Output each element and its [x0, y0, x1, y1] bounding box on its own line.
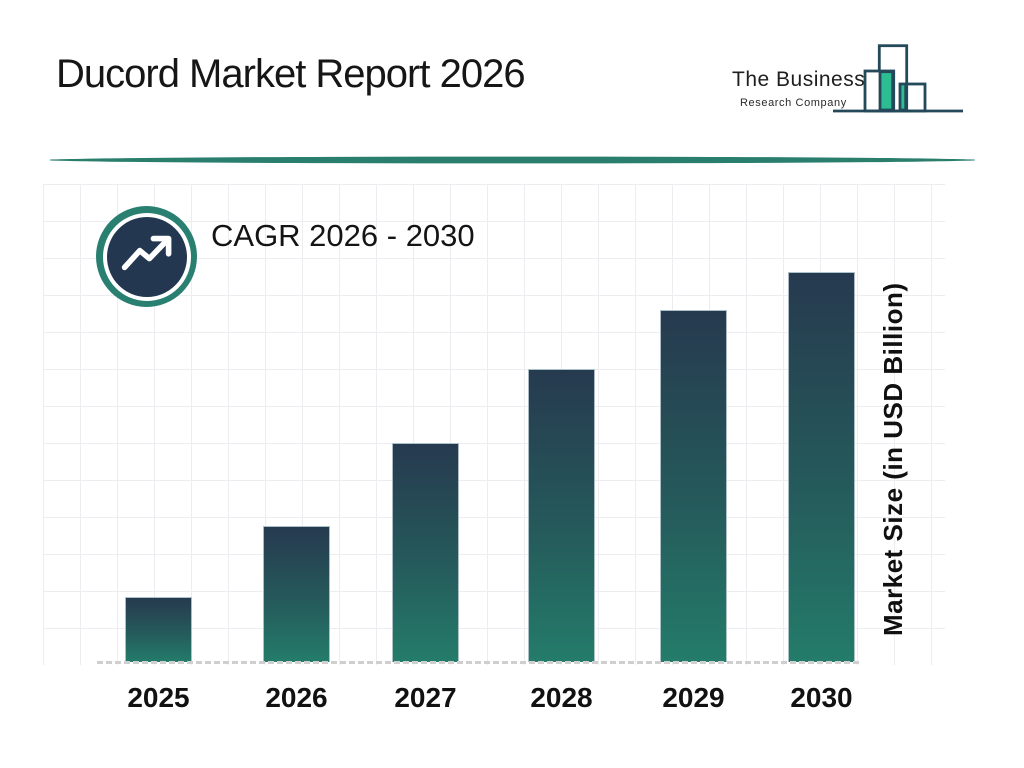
skyline-bars-icon: [833, 44, 963, 113]
x-axis-label-2029: 2029: [662, 682, 725, 713]
bar-2029: [660, 310, 727, 662]
bar-2025: [125, 597, 192, 662]
cagr-label: CAGR 2026 - 2030: [211, 218, 475, 253]
x-axis-label-2027: 2027: [394, 682, 457, 713]
company-logo: The Business Research Company: [718, 38, 978, 122]
y-axis-title: Market Size (in USD Billion): [878, 282, 908, 637]
logo-text-line2: Research Company: [740, 97, 847, 109]
logo-text-line1: The Business: [732, 68, 866, 91]
x-axis-label-2026: 2026: [265, 682, 328, 713]
section-divider: [50, 156, 975, 164]
x-axis-label-2030: 2030: [790, 682, 853, 713]
bar-2028: [528, 369, 595, 662]
bar-2026: [263, 526, 330, 662]
bar-2030: [788, 272, 855, 662]
cagr-badge-white-ring: [102, 212, 191, 301]
bar-2027: [392, 443, 459, 662]
x-axis-label-2028: 2028: [530, 682, 593, 713]
page-title: Ducord Market Report 2026: [56, 52, 526, 96]
x-axis-label-2025: 2025: [127, 682, 190, 713]
trending-up-icon: [106, 216, 187, 297]
x-axis-baseline: [97, 661, 859, 664]
cagr-badge: [96, 206, 197, 307]
